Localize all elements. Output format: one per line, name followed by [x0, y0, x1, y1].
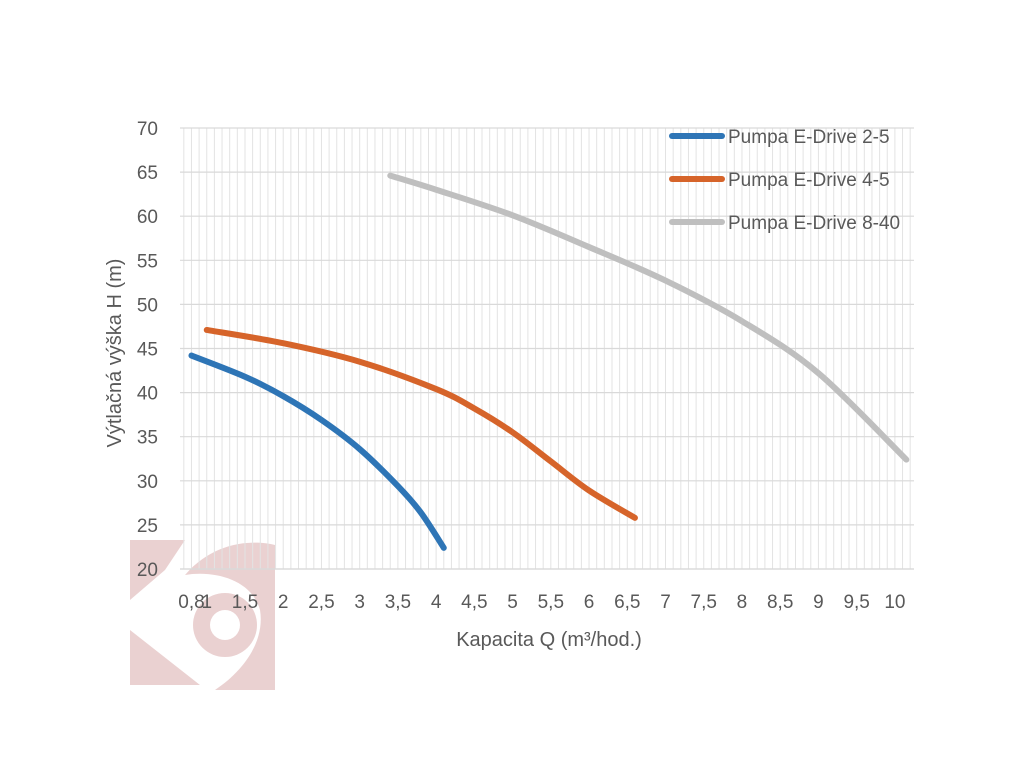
x-tick-label: 9	[813, 592, 824, 613]
x-tick-label: 10	[884, 592, 905, 613]
y-tick-label: 40	[137, 384, 158, 405]
y-axis-label: Výtlačná výška H (m)	[104, 259, 126, 448]
x-tick-label: 4,5	[461, 592, 487, 613]
x-tick-label: 0,8	[178, 592, 204, 613]
watermark-logo	[130, 540, 275, 690]
y-axis-tick-labels: 20 25 30 35 40 45 50 55 60 65 70	[137, 119, 158, 581]
x-tick-label: 6,5	[614, 592, 640, 613]
x-tick-label: 8	[737, 592, 748, 613]
horizontal-gridlines	[180, 127, 914, 570]
series-line-1	[188, 352, 447, 551]
x-tick-label: 7,5	[691, 592, 717, 613]
x-tick-label: 7	[660, 592, 671, 613]
legend-label-1: Pumpa E-Drive 2-5	[728, 127, 890, 148]
y-tick-label: 55	[137, 251, 158, 272]
x-tick-label: 1,5	[232, 592, 258, 613]
x-axis-tick-labels: 0,81 1,5 2 2,5 3 3,5 4 4,5 5 5,5 6 6,5 7 7,5 8 8,5 9 9,5 1…	[178, 592, 905, 613]
x-tick-label: 6	[584, 592, 595, 613]
y-tick-label: 70	[137, 119, 158, 140]
x-tick-label: 2	[278, 592, 289, 613]
x-tick-label: 4	[431, 592, 442, 613]
x-tick-label: 9,5	[843, 592, 869, 613]
series-line-3	[387, 172, 910, 463]
x-tick-label: 5	[507, 592, 518, 613]
y-tick-label: 25	[137, 516, 158, 537]
y-tick-label: 50	[137, 295, 158, 316]
y-tick-label: 65	[137, 163, 158, 184]
y-tick-label: 45	[137, 340, 158, 361]
x-tick-label: 3,5	[385, 592, 411, 613]
legend-label-2: Pumpa E-Drive 4-5	[728, 170, 890, 191]
x-tick-label: 5,5	[538, 592, 564, 613]
series-lines	[188, 172, 910, 551]
x-axis-label: Kapacita Q (m³/hod.)	[456, 629, 642, 651]
series-line-2	[203, 326, 638, 521]
y-tick-label: 35	[137, 428, 158, 449]
chart-legend: Pumpa E-Drive 2-5 Pumpa E-Drive 4-5 Pumpa …	[669, 127, 900, 234]
x-tick-label: 1	[201, 592, 212, 613]
legend-label-3: Pumpa E-Drive 8-40	[728, 213, 900, 234]
y-tick-label: 60	[137, 207, 158, 228]
y-tick-label: 30	[137, 472, 158, 493]
x-tick-label: 3	[354, 592, 365, 613]
x-tick-label: 2,5	[308, 592, 334, 613]
x-tick-label: 8,5	[767, 592, 793, 613]
y-tick-label: 20	[137, 560, 158, 581]
